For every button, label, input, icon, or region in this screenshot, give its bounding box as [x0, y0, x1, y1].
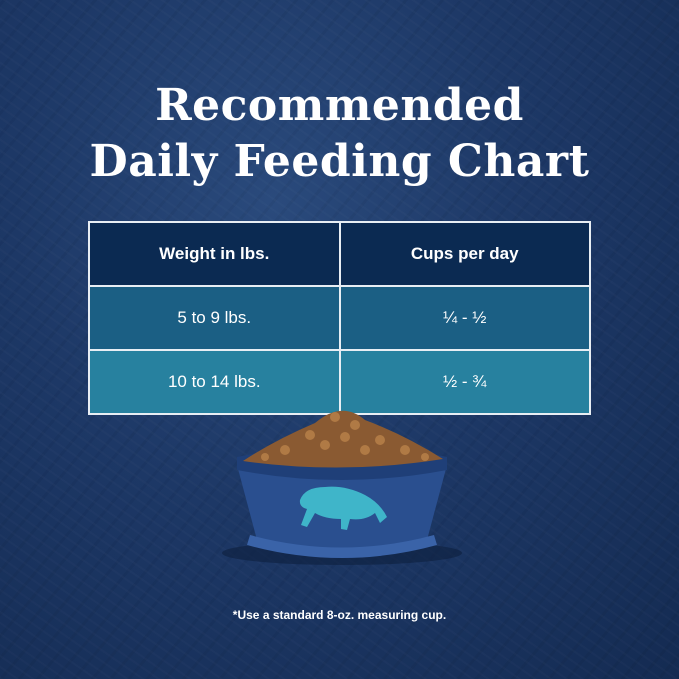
feeding-table: Weight in lbs. Cups per day 5 to 9 lbs. … [88, 221, 591, 415]
footnote: *Use a standard 8-oz. measuring cup. [232, 608, 447, 622]
page-title: Recommended Daily Feeding Chart [0, 78, 679, 190]
cell-weight: 10 to 14 lbs. [88, 349, 341, 415]
table-row: 10 to 14 lbs. ½ - ¾ [88, 349, 591, 415]
table-row: 5 to 9 lbs. ¼ - ½ [88, 285, 591, 351]
cell-cups: ½ - ¾ [338, 349, 591, 415]
cell-cups: ¼ - ½ [338, 285, 591, 351]
title-line-1: Recommended [155, 80, 524, 131]
bison-icon [299, 486, 387, 530]
cell-weight: 5 to 9 lbs. [88, 285, 341, 351]
food-bowl-icon [222, 410, 462, 565]
table-header-row: Weight in lbs. Cups per day [88, 221, 591, 287]
title-line-2: Daily Feeding Chart [89, 136, 590, 187]
header-cups: Cups per day [338, 221, 591, 287]
header-weight: Weight in lbs. [88, 221, 341, 287]
